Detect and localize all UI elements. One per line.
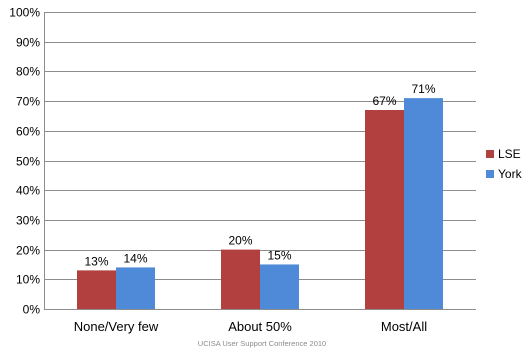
legend-swatch-york [486, 170, 494, 178]
category-label: Most/All [381, 319, 427, 334]
bar-lse [365, 110, 404, 309]
bar-york [116, 267, 155, 309]
data-label: 20% [228, 234, 252, 248]
legend-label-lse: LSE [498, 147, 521, 161]
footer-text: UCISA User Support Conference 2010 [198, 339, 326, 348]
y-tick-label: 50% [16, 155, 40, 169]
category-label: None/Very few [74, 319, 159, 334]
bar-lse [77, 270, 116, 309]
category-label: About 50% [228, 319, 292, 334]
bar-york [260, 264, 299, 309]
y-axis-tick-labels: 0% 10% 20% 30% 40% 50% 60% 70% 80% 90% 100% [9, 6, 40, 317]
y-tick-label: 10% [16, 273, 40, 287]
data-label: 67% [372, 94, 396, 108]
y-tick-label: 70% [16, 95, 40, 109]
y-tick-label: 40% [16, 184, 40, 198]
bar-york [404, 98, 443, 309]
data-label: 71% [411, 82, 435, 96]
bars [77, 98, 443, 309]
y-tick-label: 90% [16, 36, 40, 50]
y-tick-label: 60% [16, 125, 40, 139]
legend: LSE York [486, 147, 523, 181]
y-tick-label: 100% [9, 6, 40, 20]
data-labels: 13% 14% 20% 15% 67% 71% [84, 82, 435, 268]
legend-label-york: York [498, 167, 523, 181]
legend-swatch-lse [486, 150, 494, 158]
data-label: 13% [84, 254, 108, 268]
data-label: 14% [123, 251, 147, 265]
bar-lse [221, 249, 260, 309]
x-axis-category-labels: None/Very few About 50% Most/All [74, 319, 427, 334]
y-tick-label: 0% [23, 303, 41, 317]
y-tick-label: 80% [16, 65, 40, 79]
y-tick-label: 30% [16, 214, 40, 228]
y-tick-label: 20% [16, 244, 40, 258]
data-label: 15% [267, 248, 291, 262]
